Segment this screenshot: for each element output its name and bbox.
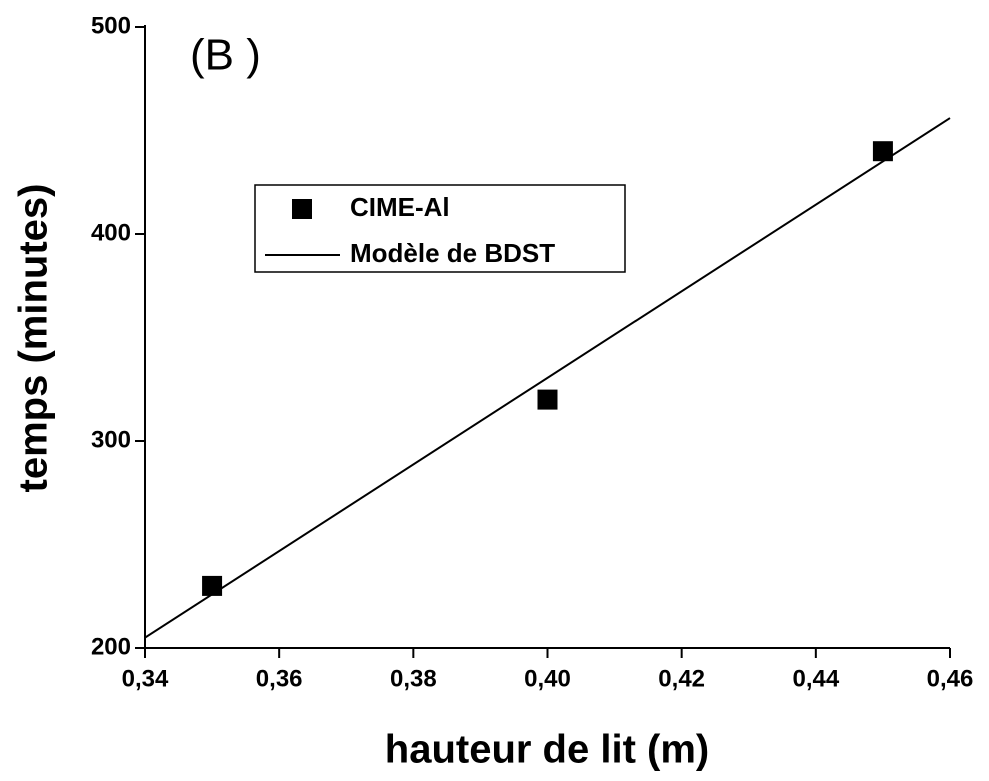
legend-box [254,184,626,273]
data-point [202,575,223,596]
x-tick-label: 0,42 [658,665,705,692]
data-point [872,141,893,162]
legend-marker [292,199,312,219]
x-axis-label: hauteur de lit (m) [385,728,709,772]
annotation: (B ) [190,31,261,80]
legend-label: Modèle de BDST [350,238,555,268]
y-tick-label: 300 [91,426,131,453]
x-tick-label: 0,46 [927,665,974,692]
fit-line [144,117,951,639]
data-point [537,389,558,410]
y-tick-label: 400 [91,219,131,246]
x-tick-label: 0,34 [122,665,169,692]
x-tick-label: 0,36 [256,665,303,692]
x-tick-label: 0,44 [792,665,839,692]
y-tick-label: 200 [91,633,131,660]
legend-label: CIME-Al [350,192,450,222]
y-axis-label: temps (minutes) [12,184,56,493]
x-tick-label: 0,38 [390,665,437,692]
y-tick-label: 500 [91,12,131,39]
x-tick-label: 0,40 [524,665,571,692]
